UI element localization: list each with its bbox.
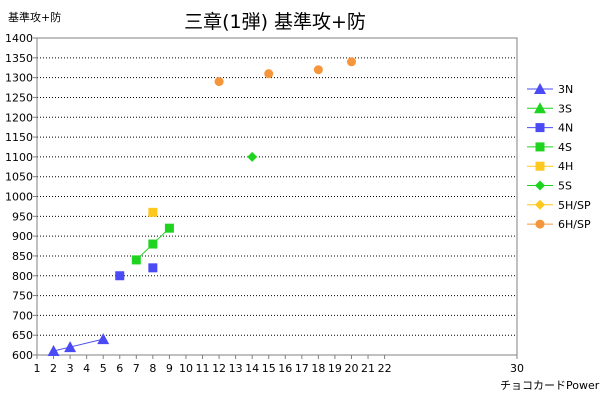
x-tick-label: 2: [50, 362, 57, 375]
data-point: [148, 239, 158, 249]
legend-item: 3S: [527, 102, 572, 115]
x-tick-label: 9: [166, 362, 173, 375]
data-point: [131, 255, 141, 265]
data-point: [148, 263, 158, 273]
legend-swatch-marker: [534, 83, 546, 94]
legend-item: 4H: [527, 160, 573, 173]
x-tick-label: 18: [311, 362, 325, 375]
legend-label: 3N: [558, 83, 573, 96]
legend-swatch-marker: [535, 161, 545, 171]
x-tick-label: 7: [133, 362, 140, 375]
y-tick-label: 650: [12, 329, 33, 342]
x-tick-label: 1: [34, 362, 41, 375]
x-tick-label: 30: [510, 362, 524, 375]
legend-item: 4S: [527, 141, 572, 154]
x-tick-label: 16: [278, 362, 292, 375]
y-tick-label: 1100: [5, 151, 33, 164]
legend-swatch-marker: [535, 219, 545, 229]
x-tick-label: 10: [179, 362, 193, 375]
series-4n: [115, 263, 158, 281]
series-layer: [47, 57, 356, 357]
x-tick-label: 17: [295, 362, 309, 375]
legend-item: 6H/SP: [527, 218, 591, 231]
series-5s: [247, 151, 258, 162]
x-tick-label: 21: [361, 362, 375, 375]
legend-swatch-marker: [534, 102, 546, 114]
series-6h-sp: [214, 57, 356, 87]
legend-label: 4S: [558, 141, 572, 154]
y-tick-label: 1400: [5, 32, 33, 45]
data-point: [115, 271, 125, 281]
legend-label: 5S: [558, 180, 572, 193]
x-tick-label: 6: [116, 362, 123, 375]
x-tick-label: 12: [212, 362, 226, 375]
legend-item: 4N: [527, 122, 573, 135]
x-tick-label: 3: [67, 362, 74, 375]
legend-swatch-marker: [535, 180, 545, 191]
legend-swatch-marker: [535, 142, 545, 152]
legend-item: 5H/SP: [527, 199, 591, 212]
x-tick-label: 4: [83, 362, 90, 375]
y-tick-label: 1150: [5, 131, 33, 144]
series-4s: [131, 223, 174, 265]
plot-area-border: [36, 37, 518, 356]
legend-item: 5S: [527, 180, 572, 193]
data-point: [313, 65, 323, 75]
data-point: [47, 345, 60, 357]
y-axis-ticks: 600 650 700 750 800 850 900 950 1000 1050 1100 1150…: [5, 32, 37, 362]
legend: 3N 3S 4N 4S 4H 5S 5H/SP 6H/SP: [527, 83, 591, 231]
y-tick-label: 850: [12, 250, 33, 263]
x-tick-label: 8: [149, 362, 156, 375]
data-point: [346, 57, 356, 67]
x-tick-label: 20: [344, 362, 358, 375]
x-tick-label: 14: [245, 362, 259, 375]
chart-title: 三章(1弾) 基準攻+防: [184, 11, 366, 33]
y-tick-label: 600: [12, 349, 33, 362]
x-tick-label: 22: [378, 362, 392, 375]
data-point: [97, 333, 110, 345]
y-tick-label: 1350: [5, 52, 33, 65]
data-point: [264, 69, 274, 79]
y-tick-label: 1000: [5, 191, 33, 204]
y-tick-label: 1200: [5, 111, 33, 124]
series-4h: [148, 207, 158, 217]
y-tick-label: 800: [12, 270, 33, 283]
legend-label: 4H: [558, 160, 573, 173]
x-axis-title: チョコカードPower: [500, 379, 600, 392]
data-point: [64, 341, 77, 353]
legend-swatch-marker: [535, 199, 545, 210]
x-axis-ticks: 1 2 3 4 5 6 7 8 9 10 11 12 13 14 15 16 17 18 19 20 21 22 30: [34, 355, 524, 375]
legend-item: 3N: [527, 83, 573, 96]
legend-swatch-marker: [535, 123, 545, 133]
y-tick-label: 900: [12, 230, 33, 243]
data-point: [148, 207, 158, 217]
y-tick-label: 700: [12, 309, 33, 322]
data-point: [164, 223, 174, 233]
x-tick-label: 11: [196, 362, 210, 375]
y-axis-title: 基準攻+防: [8, 10, 61, 24]
x-tick-label: 5: [100, 362, 107, 375]
legend-label: 6H/SP: [558, 218, 591, 231]
legend-label: 5H/SP: [558, 199, 591, 212]
legend-label: 4N: [558, 122, 573, 135]
data-point: [214, 77, 224, 87]
data-point: [247, 151, 258, 162]
y-tick-label: 950: [12, 210, 33, 223]
legend-label: 3S: [558, 102, 572, 115]
y-tick-label: 1050: [5, 171, 33, 184]
y-tick-label: 1300: [5, 72, 33, 85]
y-tick-label: 750: [12, 290, 33, 303]
x-tick-label: 19: [328, 362, 342, 375]
x-tick-label: 15: [262, 362, 276, 375]
x-tick-label: 13: [229, 362, 243, 375]
series-3n: [47, 333, 110, 357]
gridlines: [37, 57, 517, 336]
y-tick-label: 1250: [5, 91, 33, 104]
